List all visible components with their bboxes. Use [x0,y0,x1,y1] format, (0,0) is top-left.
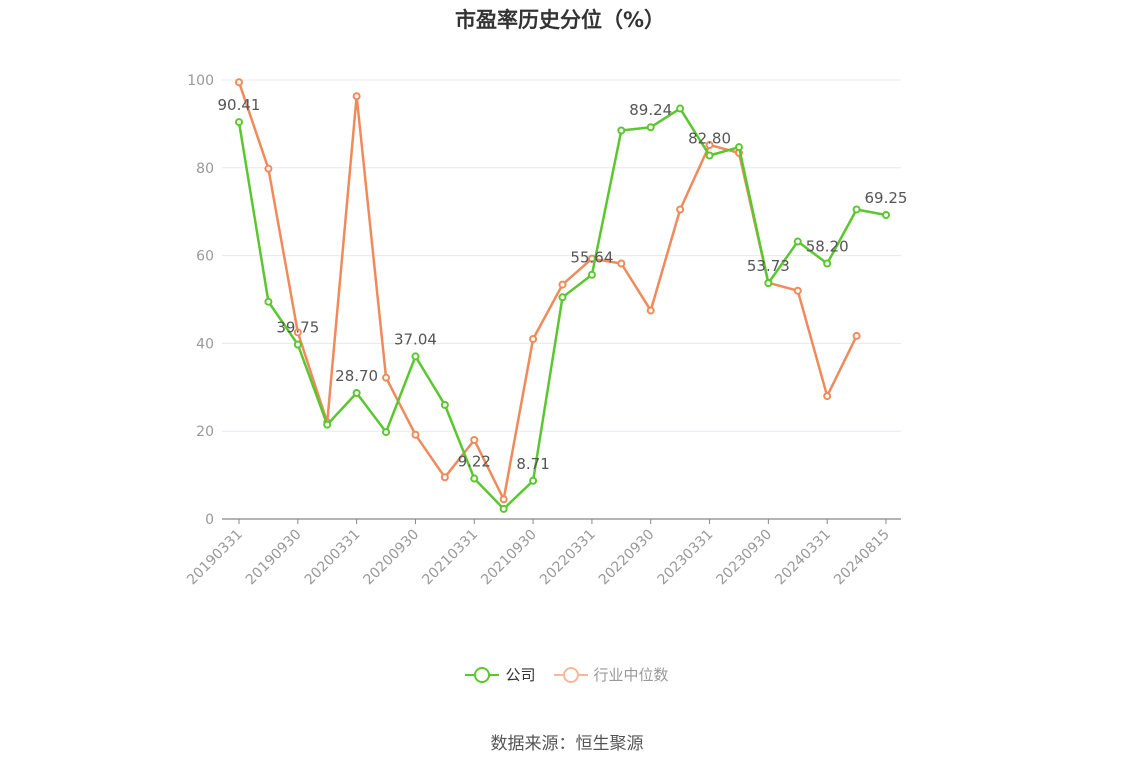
legend-swatch-company [465,666,500,683]
data-point [764,279,773,288]
data-point [352,92,361,101]
data-point [676,205,685,214]
data-label: 55.64 [570,249,613,267]
x-tick-label: 20200930 [361,527,423,589]
data-point [793,237,802,246]
legend-item-industry[interactable]: 行业中位数 [553,664,669,685]
data-label: 8.71 [516,455,549,473]
data-label: 58.20 [806,238,849,256]
data-point [823,259,832,268]
x-tick-label: 20190331 [184,527,246,589]
x-tick-label: 20190930 [243,527,305,589]
data-point [235,78,243,87]
y-tick-label: 100 [187,73,214,89]
data-point [734,143,743,152]
x-tick-label: 20210930 [478,527,540,589]
y-tick-label: 80 [196,161,214,177]
x-tick-label: 20240331 [772,527,834,589]
legend-label-industry: 行业中位数 [593,666,669,684]
data-point [382,428,391,437]
data-label: 9.22 [458,453,491,471]
data-label: 39.75 [276,318,319,336]
data-point [411,430,420,439]
x-tick-label: 20220331 [537,527,599,589]
legend-item-company[interactable]: 公司 [465,664,536,685]
data-point [705,140,714,149]
legend: 公司 行业中位数 [0,664,1134,685]
data-point [323,420,332,429]
data-point [499,495,508,504]
data-point [529,335,538,344]
data-point [617,259,626,268]
data-point [470,474,479,483]
legend-label-company: 公司 [505,666,536,684]
x-tick-label: 20220930 [596,527,658,589]
data-point [646,123,655,132]
data-source: 数据来源：恒生聚源 [490,734,644,754]
data-point [676,104,685,113]
data-point [352,389,361,398]
data-point [440,400,449,409]
data-point [293,328,302,337]
series-layer [235,78,890,513]
data-point [264,297,273,306]
data-point [852,331,861,340]
y-tick-label: 20 [196,424,214,440]
data-label: 53.73 [747,257,790,275]
data-point [558,280,567,289]
data-point [470,435,479,444]
data-point [705,151,714,160]
data-point [558,293,567,302]
y-tick-label: 60 [196,249,214,265]
x-tick-label: 20210331 [419,527,481,589]
data-point [646,306,655,315]
y-tick-label: 0 [205,512,214,528]
data-point [264,164,273,173]
data-label: 90.41 [218,96,261,114]
data-point [793,286,802,295]
y-tick-label: 40 [196,336,214,352]
x-tick-label: 20200331 [302,527,364,589]
data-label: 89.24 [629,101,672,119]
data-point [852,205,861,214]
data-label: 82.80 [688,130,731,148]
data-point [587,270,596,279]
data-label-layer: 90.41 39.75 28.70 37.04 9.22 8.71 55.64 89.24 82… [218,96,908,473]
data-label: 28.70 [335,367,378,385]
data-point [823,392,832,401]
data-point [617,126,626,135]
series-line-industry [237,81,858,501]
data-point [411,352,420,361]
data-label: 37.04 [394,330,437,348]
x-tick-label: 20240815 [831,527,893,589]
series-line-company [237,107,887,511]
data-point [235,118,243,127]
grid-layer [222,79,901,432]
data-label: 69.25 [865,189,908,207]
legend-swatch-industry [553,666,588,683]
chart-title: 市盈率历史分位（%） [454,8,666,32]
data-point [499,504,508,513]
data-point [529,476,538,485]
data-point [382,373,391,382]
x-tick-label: 20230930 [713,527,775,589]
data-point [293,340,302,349]
data-point [440,473,449,482]
x-tick-label: 20230331 [655,527,717,589]
data-point [882,210,890,219]
